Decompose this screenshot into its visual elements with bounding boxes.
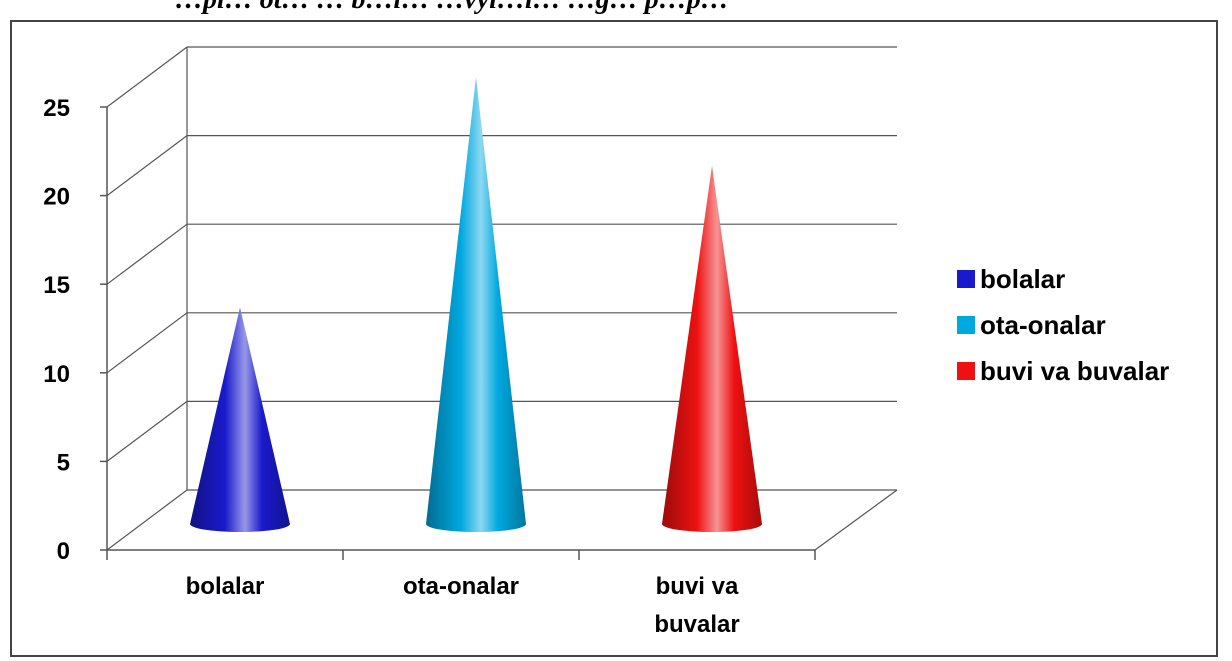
x-category-label: ota-onalar [403,573,519,600]
legend-label: buvi va buvalar [980,356,1169,386]
gridline-depth [106,312,188,374]
cropped-title-text: …pl… ot… … b…l… …vyl…l… …g… p…p… [0,0,1232,20]
x-category-label: buvi va [656,573,739,600]
chart-area [10,20,1218,657]
gridline-depth [106,400,188,462]
gridline-depth [106,489,188,551]
cone-buvi-va-buvalar [662,165,762,532]
y-tick-label: 10 [43,361,70,388]
cone-bolalar [190,307,290,532]
floor-edge [814,489,898,551]
legend-swatch [957,316,975,334]
gridline-depth [106,223,188,285]
y-tick-label: 20 [43,184,70,211]
y-tick-label: 15 [43,272,70,299]
cone-ota-onalar [426,77,526,532]
x-category-label: bolalar [186,573,265,600]
x-category-label: buvalar [654,611,739,638]
gridline-depth [106,135,188,197]
legend-label: ota-onalar [980,310,1106,340]
y-tick-label: 5 [57,449,70,476]
legend-swatch [957,270,975,288]
gridline-depth [106,46,188,108]
legend-label: bolalar [980,264,1065,294]
y-tick-label: 25 [43,95,70,122]
legend-swatch [957,362,975,380]
y-tick-label: 0 [57,538,70,565]
